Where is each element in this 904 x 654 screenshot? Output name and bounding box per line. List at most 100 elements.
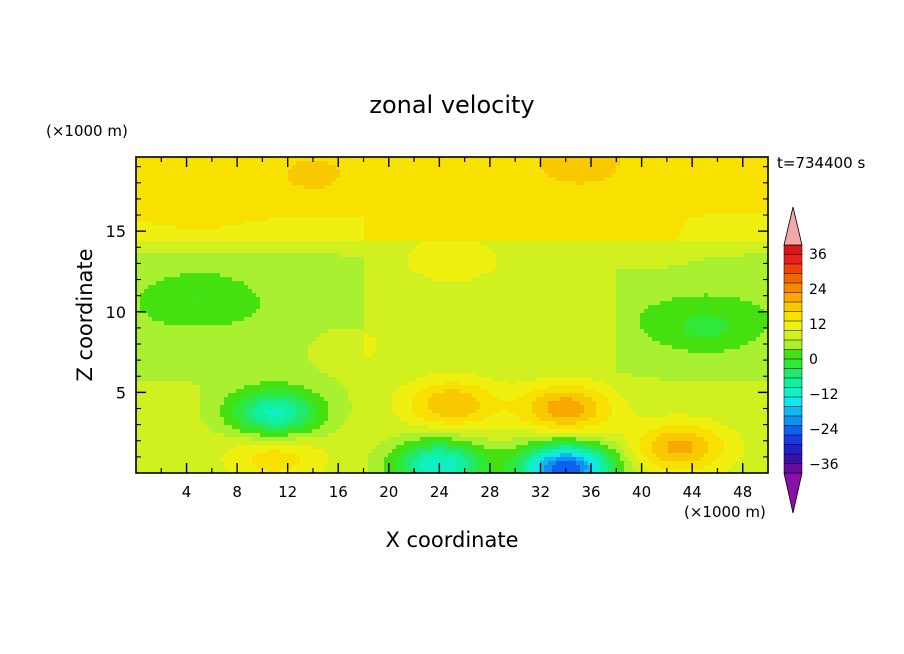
field-cell xyxy=(224,433,229,438)
field-cell xyxy=(264,269,269,274)
field-cell xyxy=(196,245,201,250)
field-cell xyxy=(384,173,389,178)
field-cell xyxy=(308,309,313,314)
field-cell xyxy=(260,185,265,190)
field-cell xyxy=(276,385,281,390)
field-cell xyxy=(292,437,297,442)
field-cell xyxy=(324,245,329,250)
field-cell xyxy=(192,377,197,382)
field-cell xyxy=(384,373,389,378)
field-cell xyxy=(288,257,293,262)
field-cell xyxy=(300,265,305,270)
field-cell xyxy=(140,209,145,214)
field-cell xyxy=(232,437,237,442)
field-cell xyxy=(208,165,213,170)
field-cell xyxy=(300,297,305,302)
field-cell xyxy=(228,261,233,266)
field-cell xyxy=(308,233,313,238)
field-cell xyxy=(272,181,277,186)
field-cell xyxy=(244,413,249,418)
field-cell xyxy=(212,273,217,278)
field-cell xyxy=(288,357,293,362)
field-cell xyxy=(180,277,185,282)
field-cell xyxy=(184,441,189,446)
field-cell xyxy=(380,181,385,186)
field-cell xyxy=(332,273,337,278)
field-cell xyxy=(172,249,177,254)
field-cell xyxy=(352,309,357,314)
field-cell xyxy=(156,173,161,178)
field-cell xyxy=(208,409,213,414)
field-cell xyxy=(248,413,253,418)
field-cell xyxy=(252,413,257,418)
field-cell xyxy=(344,157,349,162)
field-cell xyxy=(256,233,261,238)
field-cell xyxy=(272,309,277,314)
field-cell xyxy=(164,429,169,434)
field-cell xyxy=(292,413,297,418)
field-cell xyxy=(348,185,353,190)
field-cell xyxy=(180,445,185,450)
field-cell xyxy=(140,405,145,410)
field-cell xyxy=(248,461,253,466)
field-cell xyxy=(332,377,337,382)
field-cell xyxy=(372,269,377,274)
field-cell xyxy=(176,337,181,342)
field-cell xyxy=(300,213,305,218)
field-cell xyxy=(332,381,337,386)
field-cell xyxy=(248,161,253,166)
field-cell xyxy=(324,333,329,338)
field-cell xyxy=(360,281,365,286)
field-cell xyxy=(352,385,357,390)
field-cell xyxy=(292,357,297,362)
field-cell xyxy=(212,293,217,298)
field-cell xyxy=(352,297,357,302)
field-cell xyxy=(200,369,205,374)
field-cell xyxy=(300,365,305,370)
field-cell xyxy=(348,177,353,182)
field-cell xyxy=(280,253,285,258)
field-cell xyxy=(180,453,185,458)
field-cell xyxy=(364,257,369,262)
field-cell xyxy=(272,353,277,358)
field-cell xyxy=(220,429,225,434)
field-cell xyxy=(280,237,285,242)
field-cell xyxy=(232,269,237,274)
field-cell xyxy=(236,185,241,190)
field-cell xyxy=(344,425,349,430)
field-cell xyxy=(164,313,169,318)
field-cell xyxy=(228,437,233,442)
field-cell xyxy=(276,341,281,346)
field-cell xyxy=(248,429,253,434)
field-cell xyxy=(144,257,149,262)
field-cell xyxy=(352,217,357,222)
field-cell xyxy=(168,189,173,194)
field-cell xyxy=(368,293,373,298)
field-cell xyxy=(180,373,185,378)
field-cell xyxy=(360,369,365,374)
field-cell xyxy=(216,401,221,406)
field-cell xyxy=(248,249,253,254)
field-cell xyxy=(252,273,257,278)
field-cell xyxy=(160,249,165,254)
field-cell xyxy=(232,441,237,446)
field-cell xyxy=(196,397,201,402)
field-cell xyxy=(208,273,213,278)
field-cell xyxy=(188,241,193,246)
field-cell xyxy=(332,213,337,218)
field-cell xyxy=(144,421,149,426)
field-cell xyxy=(276,449,281,454)
field-cell xyxy=(292,233,297,238)
field-cell xyxy=(208,213,213,218)
field-cell xyxy=(232,169,237,174)
field-cell xyxy=(320,449,325,454)
field-cell xyxy=(200,313,205,318)
field-cell xyxy=(200,341,205,346)
field-cell xyxy=(324,433,329,438)
field-cell xyxy=(316,233,321,238)
field-cell xyxy=(168,177,173,182)
field-cell xyxy=(168,417,173,422)
field-cell xyxy=(312,313,317,318)
field-cell xyxy=(240,221,245,226)
field-cell xyxy=(152,289,157,294)
